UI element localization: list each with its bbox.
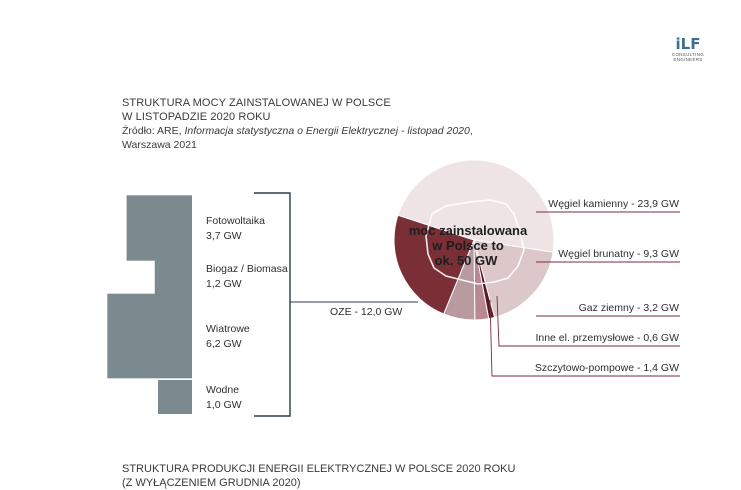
pie-slice-wegiel-kamienny	[397, 159, 555, 253]
slice-label-inne-el-przemyslowe: Inne el. przemysłowe - 0,6 GW	[535, 332, 679, 344]
next-section-title-line-2: (Z WYŁĄCZENIEM GRUDNIA 2020)	[122, 477, 301, 489]
chart-title-line-2: W LISTOPADZIE 2020 ROKU	[122, 111, 271, 123]
oze-label: OZE - 12,0 GW	[330, 306, 402, 318]
logo-subtitle-2: ENGINEERS	[673, 57, 703, 62]
oze-name-biogaz-biomasa: Biogaz / Biomasa	[206, 263, 288, 275]
chart-title-line-1: STRUKTURA MOCY ZAINSTALOWANEJ W POLSCE	[122, 97, 391, 109]
source-prefix: Źródło: ARE,	[122, 125, 185, 137]
pie-center-label-1: moc zainstalowana	[409, 223, 528, 238]
oze-square-wiatrowe	[107, 293, 192, 379]
oze-square-wodne	[158, 380, 192, 414]
logo-subtitle-1: CONSULTING	[671, 52, 705, 57]
oze-value-fotowoltaika: 3,7 GW	[206, 230, 242, 242]
chart-header: STRUKTURA MOCY ZAINSTALOWANEJ W POLSCE W…	[122, 96, 522, 152]
pie-slice-oze	[393, 214, 475, 315]
poland-map-outline	[425, 199, 525, 285]
pie-slice-wegiel-brunatny	[473, 239, 554, 318]
oze-name-wodne: Wodne	[206, 384, 239, 396]
pie-center-label-2: w Polsce to	[431, 238, 504, 253]
leader-line-inne-el-przemyslowe	[496, 295, 680, 347]
logo-mark: iLF	[675, 35, 701, 53]
oze-value-wiatrowe: 6,2 GW	[206, 338, 242, 350]
oze-bracket	[254, 192, 291, 417]
slice-label-wegiel-brunatny: Węgiel brunatny - 9,3 GW	[558, 248, 679, 260]
slice-label-gaz-ziemny: Gaz ziemny - 3,2 GW	[579, 302, 679, 314]
source-title: Informacja statystyczna o Energii Elektr…	[184, 125, 470, 137]
oze-name-fotowoltaika: Fotowoltaika	[206, 215, 265, 227]
next-section-title-line-1: STRUKTURA PRODUKCJI ENERGII ELEKTRYCZNEJ…	[122, 463, 516, 475]
oze-value-wodne: 1,0 GW	[206, 399, 242, 411]
company-logo: iLF CONSULTING ENGINEERS	[668, 36, 708, 62]
oze-name-wiatrowe: Wiatrowe	[206, 323, 250, 335]
slice-label-wegiel-kamienny: Węgiel kamienny - 23,9 GW	[548, 198, 679, 210]
oze-square-fotowoltaika	[126, 195, 192, 261]
chart-source: Źródło: ARE, Informacja statystyczna o E…	[122, 124, 522, 138]
source-suffix: ,	[469, 125, 473, 137]
oze-square-biogaz-biomasa	[154, 257, 192, 295]
oze-value-biogaz-biomasa: 1,2 GW	[206, 278, 242, 290]
slice-label-szczytowo-pompowe: Szczytowo-pompowe - 1,4 GW	[535, 362, 679, 374]
source-line-2: Warszawa 2021	[122, 139, 197, 151]
leader-line-szczytowo-pompowe	[489, 299, 680, 377]
pie-center-label-3: ok. 50 GW	[435, 253, 499, 268]
